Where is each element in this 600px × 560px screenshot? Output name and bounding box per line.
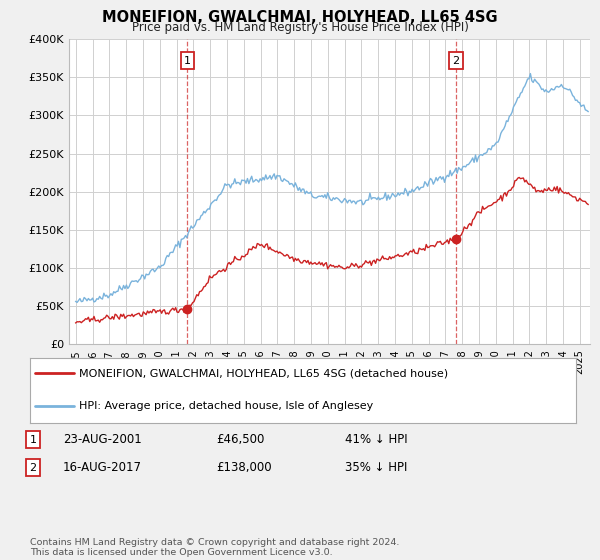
Text: Price paid vs. HM Land Registry's House Price Index (HPI): Price paid vs. HM Land Registry's House … <box>131 21 469 34</box>
Text: 16-AUG-2017: 16-AUG-2017 <box>63 461 142 474</box>
Text: 41% ↓ HPI: 41% ↓ HPI <box>345 433 407 446</box>
Text: £138,000: £138,000 <box>216 461 272 474</box>
Text: MONEIFION, GWALCHMAI, HOLYHEAD, LL65 4SG: MONEIFION, GWALCHMAI, HOLYHEAD, LL65 4SG <box>102 10 498 25</box>
Text: 35% ↓ HPI: 35% ↓ HPI <box>345 461 407 474</box>
Text: £46,500: £46,500 <box>216 433 265 446</box>
Text: 2: 2 <box>29 463 37 473</box>
Text: MONEIFION, GWALCHMAI, HOLYHEAD, LL65 4SG (detached house): MONEIFION, GWALCHMAI, HOLYHEAD, LL65 4SG… <box>79 368 448 378</box>
Text: HPI: Average price, detached house, Isle of Anglesey: HPI: Average price, detached house, Isle… <box>79 401 373 411</box>
Text: 2: 2 <box>452 55 459 66</box>
Text: Contains HM Land Registry data © Crown copyright and database right 2024.
This d: Contains HM Land Registry data © Crown c… <box>30 538 400 557</box>
Text: 1: 1 <box>29 435 37 445</box>
Text: 23-AUG-2001: 23-AUG-2001 <box>63 433 142 446</box>
Text: 1: 1 <box>184 55 191 66</box>
